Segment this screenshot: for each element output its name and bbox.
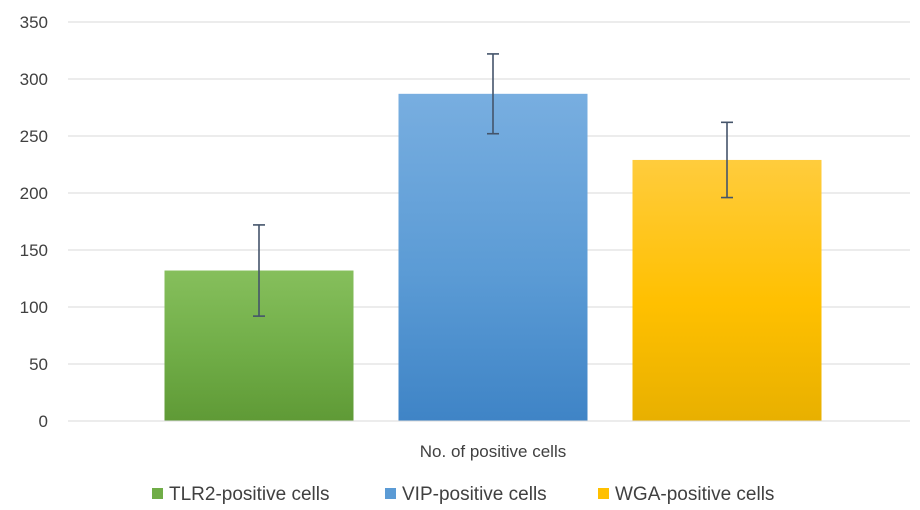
bar-wga-positive-cells [632,159,822,421]
x-axis-label: No. of positive cells [420,442,566,461]
y-axis-ticks: 0 50 100 150 200 250 300 350 [20,13,48,431]
legend-swatch [598,488,609,499]
legend-item: WGA-positive cells [598,484,774,505]
y-tick-label: 50 [29,355,48,374]
y-tick-label: 250 [20,127,48,146]
legend: TLR2-positive cells VIP-positive cells WGA… [152,484,774,505]
legend-label: WGA-positive cells [615,484,774,505]
y-tick-label: 150 [20,241,48,260]
error-bar [487,53,499,135]
y-tick-label: 200 [20,184,48,203]
legend-label: VIP-positive cells [402,484,547,505]
bar-vip-positive-cells [398,93,588,421]
legend-item: VIP-positive cells [385,484,547,505]
legend-label: TLR2-positive cells [169,484,330,505]
error-bars [253,53,733,317]
legend-item: TLR2-positive cells [152,484,330,505]
error-bar [721,121,733,199]
legend-swatch [385,488,396,499]
y-tick-label: 100 [20,298,48,317]
error-bar [253,224,265,317]
y-tick-label: 300 [20,70,48,89]
y-tick-label: 350 [20,13,48,32]
y-tick-label: 0 [39,412,48,431]
bars [164,93,822,421]
legend-swatch [152,488,163,499]
